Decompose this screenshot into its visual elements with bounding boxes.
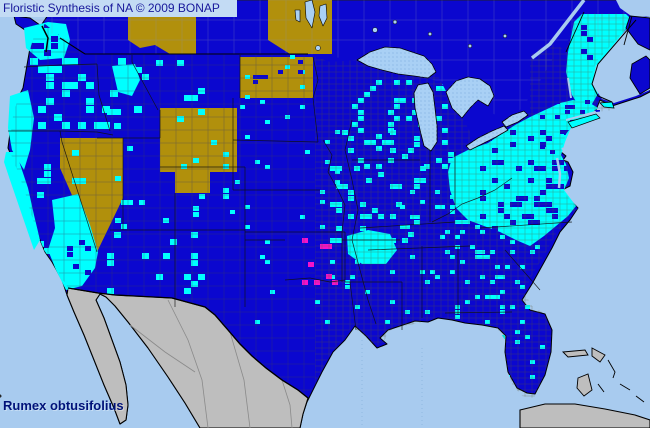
map-title-bar: Floristic Synthesis of NA © 2009 BONAP: [0, 0, 237, 17]
atlantic-corner-water: [616, 0, 650, 18]
cuba: [519, 403, 650, 428]
bahamas-islands: [0, 347, 645, 403]
us-mexico-border: [67, 287, 309, 399]
canada-small-lakes: [315, 19, 508, 51]
lake-erie: [465, 125, 509, 151]
manitoba-lakes: [294, 0, 328, 29]
northeast-water: [530, 0, 650, 103]
mexico-state-lines: [129, 299, 293, 428]
delaware-bay: [561, 147, 569, 156]
chesapeake-bay: [555, 157, 562, 189]
maine-coastline: [591, 19, 637, 103]
california-coast-cyan: [4, 152, 40, 250]
lake-superior: [356, 46, 437, 79]
st-lawrence-river: [530, 0, 586, 60]
lake-ontario: [501, 110, 529, 128]
lake-michigan: [413, 82, 438, 152]
lakes: [294, 0, 529, 152]
long-island-capecod: [565, 101, 615, 129]
international-borders: [41, 11, 633, 399]
lake-champlain: [567, 77, 572, 99]
bays: [555, 147, 569, 189]
long-island: [567, 113, 601, 129]
species-name-label: Rumex obtusifolius: [3, 398, 124, 413]
state-borders: [8, 55, 573, 331]
cape-cod: [599, 101, 615, 109]
us-canada-border: [59, 37, 308, 55]
maine-quebec-border: [565, 11, 585, 53]
graticule-lines: [361, 340, 423, 428]
puget-sound: [41, 25, 49, 53]
lake-huron: [445, 76, 495, 119]
maine-nb-border: [623, 15, 633, 46]
map-title: Floristic Synthesis of NA © 2009 BONAP: [3, 1, 220, 15]
nova-scotia: [629, 55, 650, 95]
